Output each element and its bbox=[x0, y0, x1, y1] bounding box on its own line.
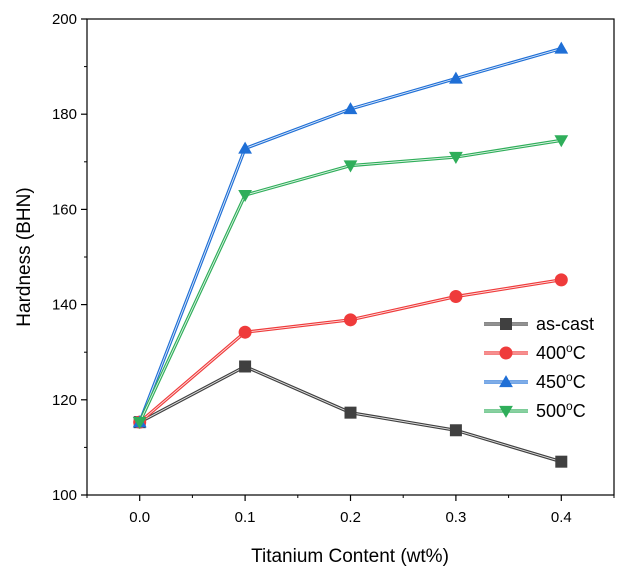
x-tick-label: 0.2 bbox=[340, 509, 361, 526]
series-line-highlight-4 bbox=[139, 139, 562, 423]
series-line-highlight-2 bbox=[139, 279, 562, 423]
series-3 bbox=[132, 41, 569, 428]
legend-label: 450oC bbox=[536, 370, 586, 392]
legend-label: 400oC bbox=[536, 341, 586, 363]
axes-frame bbox=[86, 18, 615, 496]
legend-marker bbox=[499, 346, 513, 360]
legend-item-1: as-cast bbox=[484, 314, 594, 334]
legend-marker bbox=[499, 375, 513, 388]
legend-label: 500oC bbox=[536, 399, 586, 421]
data-point bbox=[343, 160, 358, 173]
legend-item-2: 400oC bbox=[484, 341, 586, 363]
legend-marker bbox=[499, 405, 513, 418]
y-tick-label: 160 bbox=[52, 201, 77, 218]
axis-ticks: 100 120 140 160 180 200 0.0 0.1 0.2 0.3 0.4 bbox=[52, 11, 615, 526]
y-tick-label: 200 bbox=[52, 11, 77, 28]
series-line-4 bbox=[138, 138, 562, 423]
data-point bbox=[449, 151, 463, 164]
data-point bbox=[554, 41, 569, 54]
series-layer bbox=[132, 41, 569, 468]
data-point bbox=[343, 102, 358, 115]
y-axis-title: Hardness (BHN) bbox=[14, 187, 35, 326]
legend-item-4: 500oC bbox=[484, 399, 586, 421]
y-tick-label: 180 bbox=[52, 106, 77, 123]
data-point bbox=[449, 424, 462, 437]
data-point bbox=[238, 189, 252, 203]
legend-marker bbox=[500, 318, 512, 330]
data-point bbox=[344, 406, 357, 419]
x-tick-label: 0.0 bbox=[129, 509, 150, 526]
data-point bbox=[238, 325, 252, 339]
data-point bbox=[239, 360, 252, 373]
series-1 bbox=[133, 360, 568, 468]
y-tick-label: 100 bbox=[52, 487, 77, 504]
data-point bbox=[238, 141, 252, 154]
y-tick-label: 140 bbox=[52, 297, 77, 314]
data-point bbox=[554, 273, 568, 287]
legend-item-3: 450oC bbox=[484, 370, 586, 392]
x-axis-title: Titanium Content (wt%) bbox=[251, 546, 449, 567]
data-point bbox=[554, 135, 569, 148]
legend-label: as-cast bbox=[536, 314, 594, 334]
x-tick-label: 0.4 bbox=[551, 509, 572, 526]
x-tick-label: 0.3 bbox=[445, 509, 466, 526]
data-point bbox=[449, 290, 463, 304]
x-tick-label: 0.1 bbox=[235, 509, 256, 526]
data-point bbox=[132, 416, 147, 430]
legend: as-cast 400oC 450oC 500oC bbox=[484, 314, 594, 421]
series-line-2 bbox=[138, 278, 562, 424]
y-tick-label: 120 bbox=[52, 392, 77, 409]
series-4 bbox=[132, 135, 569, 430]
plot-frame bbox=[86, 18, 615, 496]
data-point bbox=[344, 313, 357, 327]
data-point bbox=[449, 71, 463, 84]
data-point bbox=[555, 455, 568, 468]
